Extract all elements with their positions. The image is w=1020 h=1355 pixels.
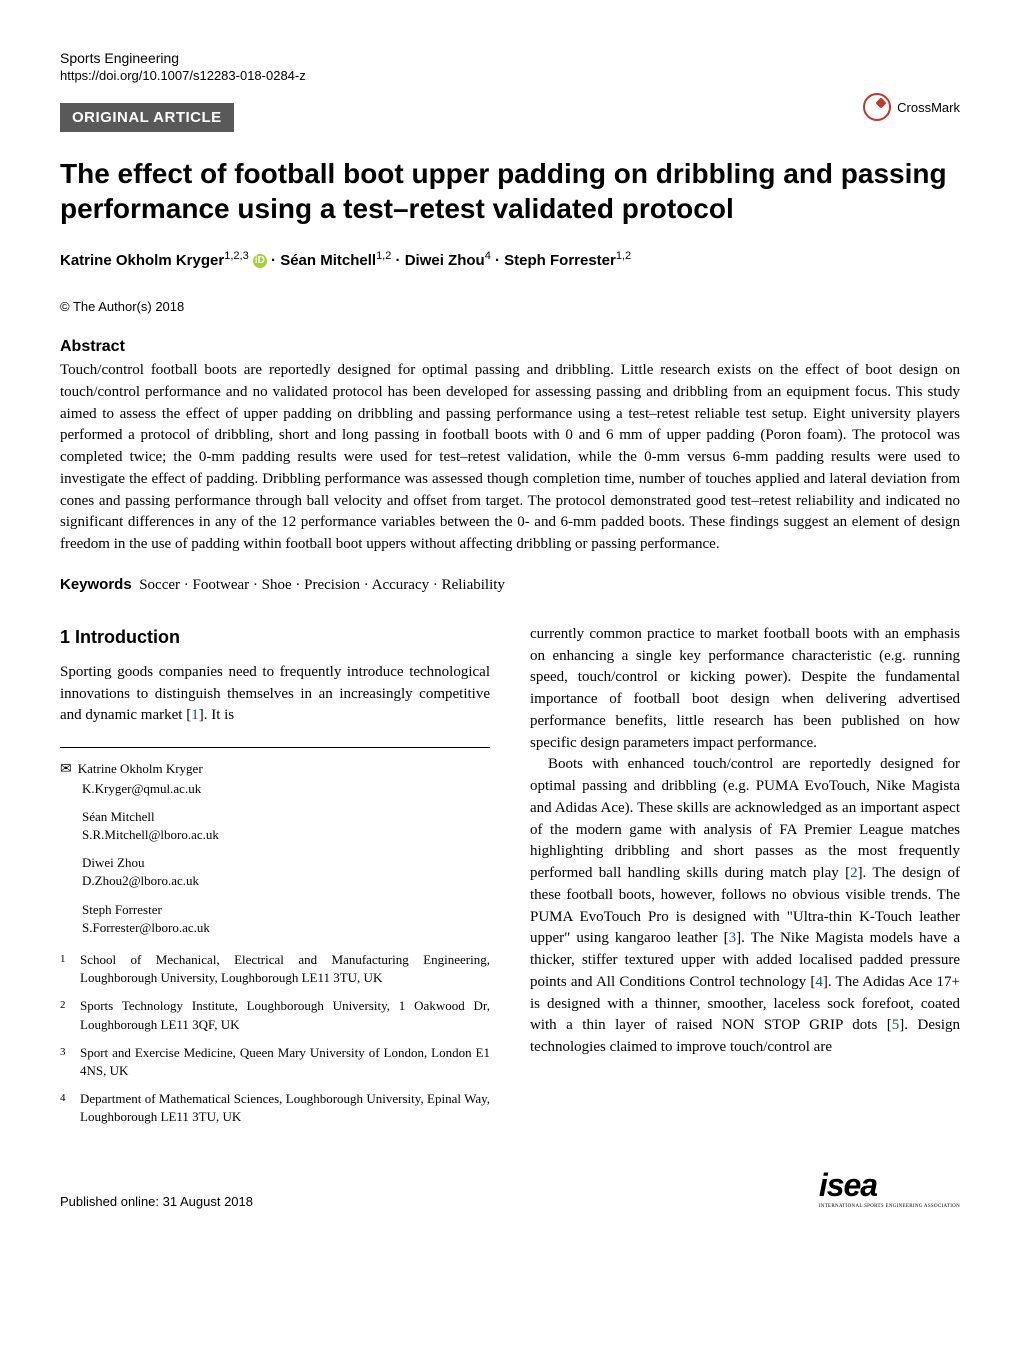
corresp-email[interactable]: K.Kryger@qmul.ac.uk <box>60 780 490 798</box>
keywords-line: Keywords Soccer · Footwear · Shoe · Prec… <box>60 576 960 594</box>
crossmark-icon <box>863 93 891 121</box>
affiliation-item: 3 Sport and Exercise Medicine, Queen Mar… <box>60 1044 490 1080</box>
ref-2-link[interactable]: 2 <box>850 865 858 881</box>
affiliation-item: 2 Sports Technology Institute, Loughboro… <box>60 997 490 1033</box>
corresp-author: Diwei Zhou D.Zhou2@lboro.ac.uk <box>60 854 490 890</box>
corresp-email[interactable]: S.Forrester@lboro.ac.uk <box>82 919 490 937</box>
two-column-body: 1 Introduction Sporting goods companies … <box>60 624 960 1137</box>
correspondence-divider <box>60 747 490 748</box>
crossmark-widget[interactable]: CrossMark <box>863 93 960 121</box>
corresp-email[interactable]: S.R.Mitchell@lboro.ac.uk <box>82 826 490 844</box>
corresp-author: Steph Forrester S.Forrester@lboro.ac.uk <box>60 901 490 937</box>
journal-name: Sports Engineering <box>60 50 960 66</box>
affiliation-item: 4 Department of Mathematical Sciences, L… <box>60 1090 490 1126</box>
article-title: The effect of football boot upper paddin… <box>60 156 960 226</box>
corresp-author-primary: ✉Katrine Okholm Kryger K.Kryger@qmul.ac.… <box>60 760 490 798</box>
doi-link[interactable]: https://doi.org/10.1007/s12283-018-0284-… <box>60 68 960 83</box>
ref-3-link[interactable]: 3 <box>729 930 737 946</box>
abstract-text: Touch/control football boots are reporte… <box>60 360 960 556</box>
envelope-icon: ✉ <box>60 762 72 777</box>
section-1-heading: 1 Introduction <box>60 624 490 650</box>
crossmark-label: CrossMark <box>897 100 960 115</box>
intro-paragraph-1: Sporting goods companies need to frequen… <box>60 662 490 727</box>
right-column: currently common practice to market foot… <box>530 624 960 1137</box>
affiliation-item: 1 School of Mechanical, Electrical and M… <box>60 951 490 987</box>
ref-4-link[interactable]: 4 <box>815 974 823 990</box>
authors-line: Katrine Okholm Kryger1,2,3 iD · Séan Mit… <box>60 250 960 269</box>
ref-1-link[interactable]: 1 <box>191 707 199 723</box>
orcid-icon[interactable]: iD <box>253 254 267 268</box>
corresp-author: Séan Mitchell S.R.Mitchell@lboro.ac.uk <box>60 808 490 844</box>
article-type-badge: ORIGINAL ARTICLE <box>60 103 234 132</box>
affiliations-list: 1 School of Mechanical, Electrical and M… <box>60 951 490 1127</box>
copyright-line: © The Author(s) 2018 <box>60 299 960 314</box>
isea-logo: isea INTERNATIONAL SPORTS ENGINEERING AS… <box>819 1167 960 1209</box>
footer-row: Published online: 31 August 2018 isea IN… <box>60 1167 960 1209</box>
left-column: 1 Introduction Sporting goods companies … <box>60 624 490 1137</box>
published-online-date: Published online: 31 August 2018 <box>60 1194 253 1209</box>
corresp-email[interactable]: D.Zhou2@lboro.ac.uk <box>82 872 490 890</box>
header-row: ORIGINAL ARTICLE CrossMark <box>60 103 960 136</box>
correspondence-block: ✉Katrine Okholm Kryger K.Kryger@qmul.ac.… <box>60 760 490 937</box>
abstract-heading: Abstract <box>60 338 960 356</box>
intro-paragraph-1-cont: currently common practice to market foot… <box>530 624 960 755</box>
intro-paragraph-2: Boots with enhanced touch/control are re… <box>530 754 960 1059</box>
